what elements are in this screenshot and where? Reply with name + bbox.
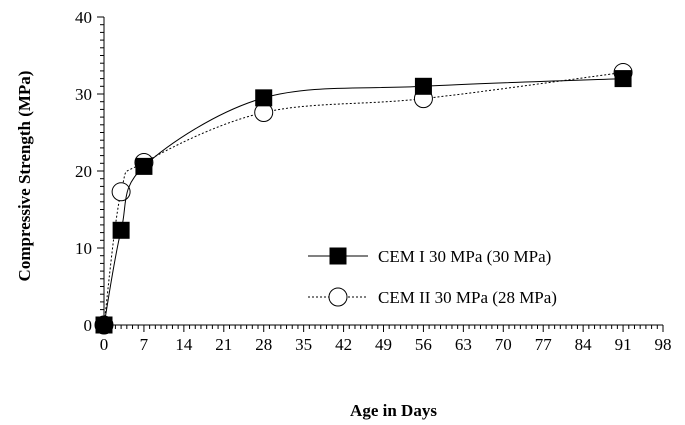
series-2-line — [103, 71, 624, 326]
x-tick-label: 70 — [495, 335, 512, 354]
legend-label: CEM II 30 MPa (28 MPa) — [378, 288, 557, 307]
y-axis-ticks: 0 10 20 30 40 — [75, 8, 104, 335]
axes — [103, 17, 663, 326]
legend: CEM I 30 MPa (30 MPa) CEM II 30 MPa (28 M… — [308, 247, 557, 307]
x-tick-label: 14 — [175, 335, 193, 354]
y-axis-title: Compressive Strength (MPa) — [15, 71, 34, 282]
x-tick-label: 35 — [295, 335, 312, 354]
x-tick-label: 84 — [575, 335, 593, 354]
series-1-point — [614, 70, 632, 88]
y-tick-label: 30 — [75, 85, 92, 104]
y-tick-label: 0 — [84, 316, 93, 335]
legend-item-2: CEM II 30 MPa (28 MPa) — [308, 287, 557, 307]
series-2-point — [111, 182, 131, 202]
series-1-point — [135, 157, 153, 175]
series-1-point — [255, 89, 273, 107]
x-axis-title: Age in Days — [350, 401, 437, 420]
x-axis-ticks: 0 7 14 21 28 35 42 49 56 63 70 77 84 91 98 — [100, 325, 672, 354]
x-tick-label: 63 — [455, 335, 472, 354]
series-1-point — [414, 77, 432, 95]
y-tick-label: 40 — [75, 8, 92, 27]
legend-label: CEM I 30 MPa (30 MPa) — [378, 247, 551, 266]
x-tick-label: 49 — [375, 335, 392, 354]
x-tick-label: 7 — [140, 335, 149, 354]
y-tick-label: 10 — [75, 239, 92, 258]
x-tick-label: 77 — [535, 335, 553, 354]
legend-marker — [328, 287, 348, 307]
x-tick-label: 56 — [415, 335, 432, 354]
x-tick-label: 98 — [655, 335, 672, 354]
legend-item-1: CEM I 30 MPa (30 MPa) — [308, 247, 551, 266]
y-tick-label: 20 — [75, 162, 92, 181]
series-1-point — [112, 221, 130, 239]
x-tick-label: 91 — [615, 335, 632, 354]
x-tick-label: 0 — [100, 335, 109, 354]
series-1 — [95, 70, 632, 334]
legend-marker — [329, 247, 347, 265]
x-tick-label: 42 — [335, 335, 352, 354]
series-layer — [94, 62, 633, 335]
series-1-point — [95, 316, 113, 334]
x-tick-label: 28 — [255, 335, 272, 354]
x-tick-label: 21 — [215, 335, 232, 354]
